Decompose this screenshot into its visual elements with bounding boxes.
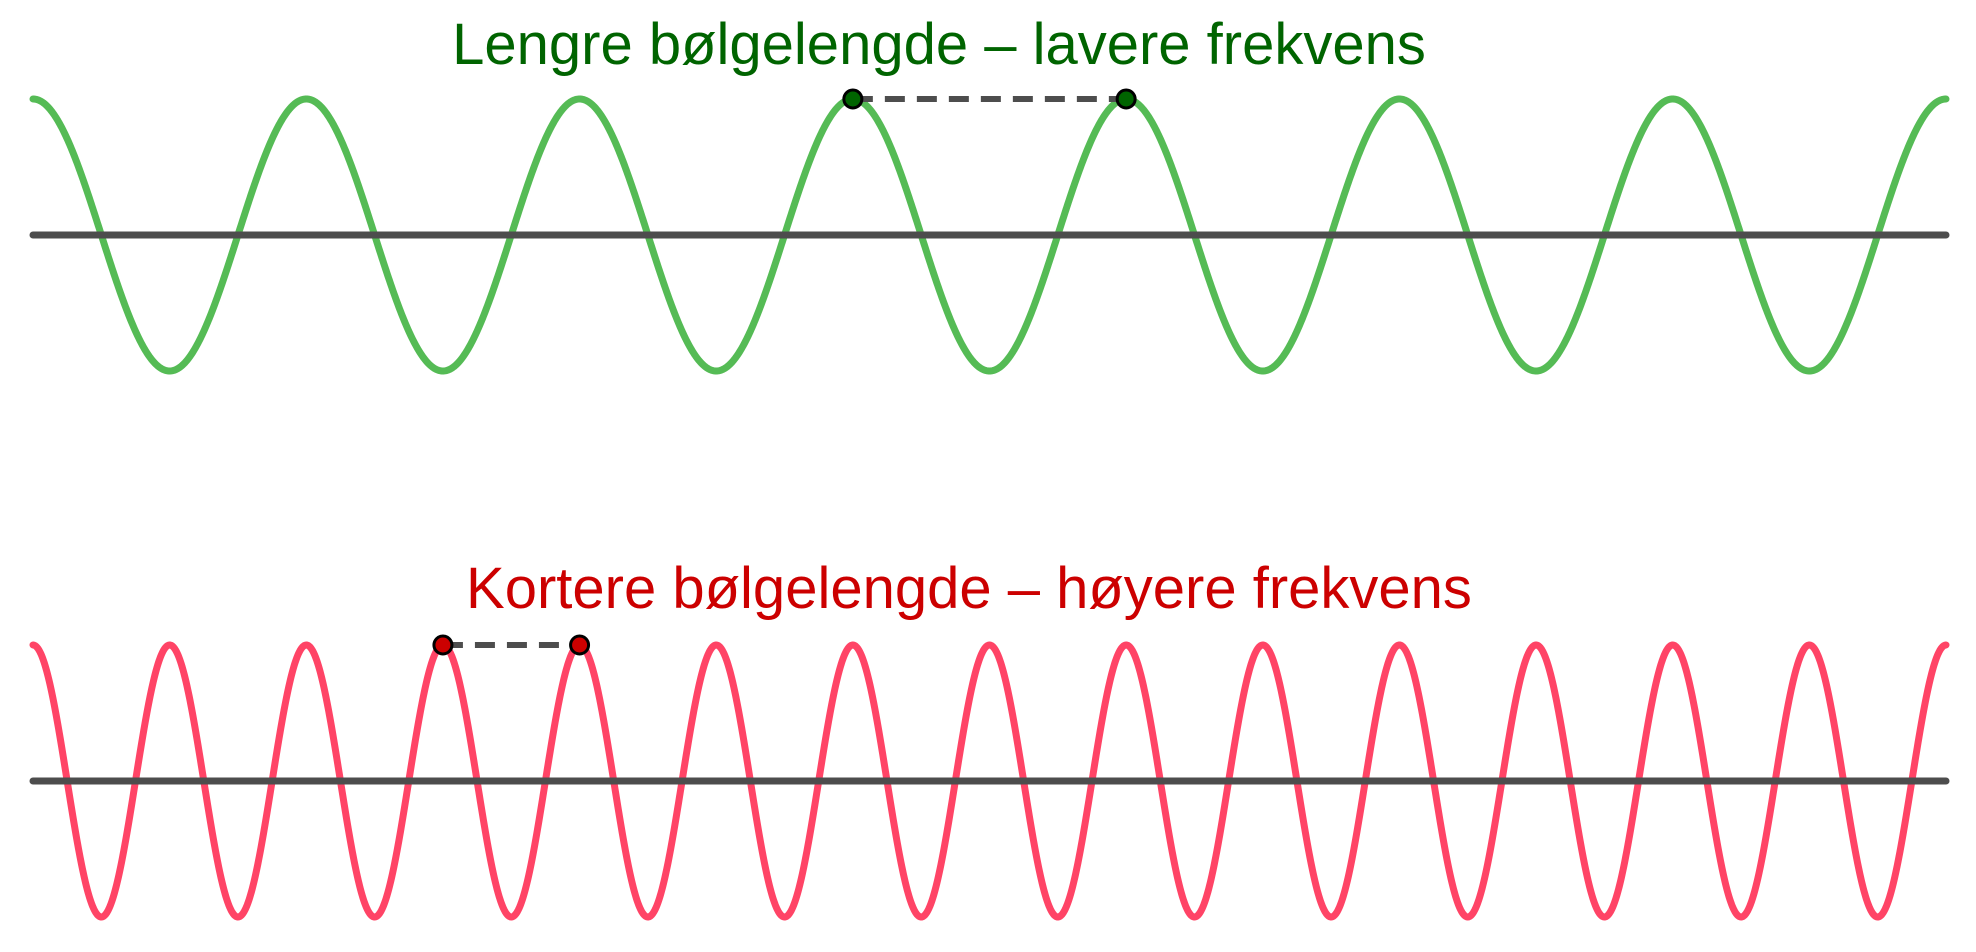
short-wave-curve [29,641,1950,921]
short-wave-crest-point [432,634,454,656]
long-wave-curve [29,95,1950,375]
long-wave-crest-point [1115,88,1137,110]
long-wave-crest-point [842,88,864,110]
short-wave-title: Kortere bølgelengde – høyere frekvens [466,556,1472,621]
short-wave-crest-point [569,634,591,656]
short-wave-panel: Kortere bølgelengde – høyere frekvens [29,556,1950,921]
long-wave-panel: Lengre bølgelengde – lavere frekvens [29,12,1950,375]
long-wave-title: Lengre bølgelengde – lavere frekvens [452,12,1426,77]
